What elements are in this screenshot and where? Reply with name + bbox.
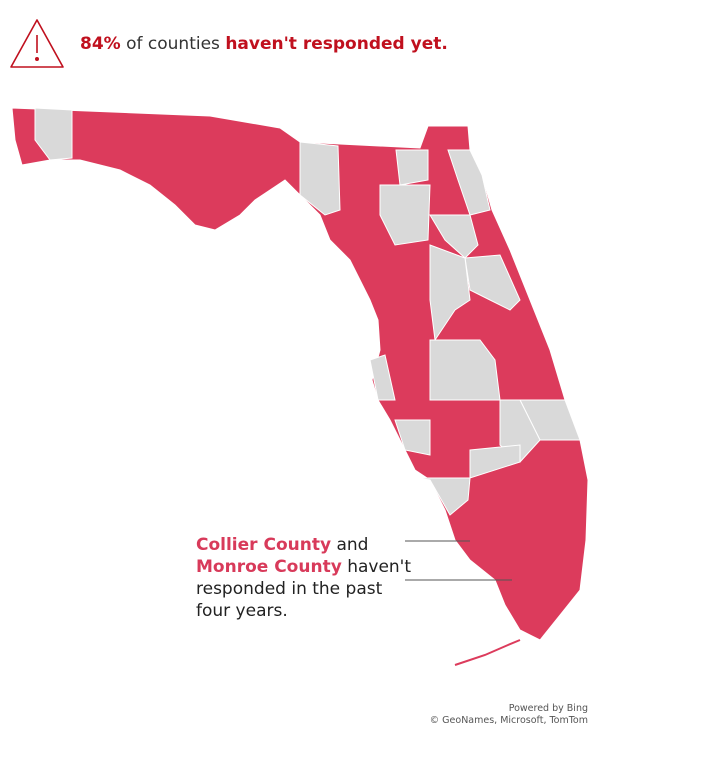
warning-icon <box>10 19 64 68</box>
county-name: Monroe County <box>196 557 342 577</box>
headline-emphasis: haven't responded yet. <box>225 34 448 54</box>
headline-text: of counties <box>126 34 220 54</box>
county-name: Collier County <box>196 535 332 555</box>
attribution: Powered by Bing © GeoNames, Microsoft, T… <box>430 703 588 727</box>
headline: 84% of counties haven't responded yet. <box>80 34 448 54</box>
annotation: Collier County and Monroe County haven't… <box>196 534 411 622</box>
attribution-line: © GeoNames, Microsoft, TomTom <box>429 715 588 726</box>
annotation-text: haven't responded in the past four years… <box>196 557 412 621</box>
conjunction: and <box>336 535 369 555</box>
attribution-line: Powered by Bing <box>508 703 588 714</box>
florida-counties-no-response <box>11 107 589 641</box>
florida-counties-responded <box>34 107 581 516</box>
headline-percent: 84% <box>80 34 121 54</box>
florida-keys <box>454 639 521 666</box>
